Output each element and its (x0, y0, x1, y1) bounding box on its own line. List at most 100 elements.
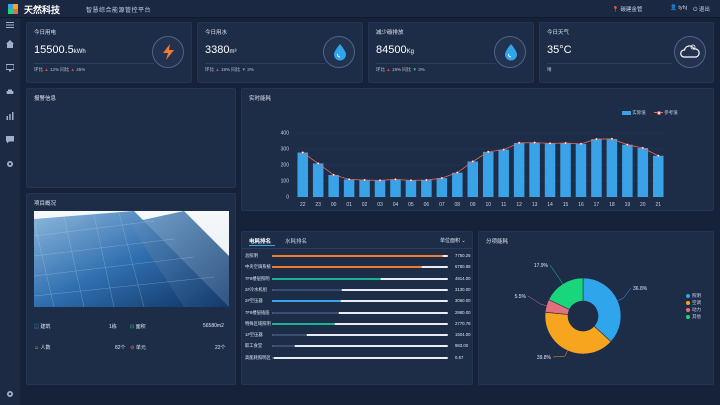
reference-point[interactable] (641, 146, 645, 150)
bar[interactable] (436, 178, 448, 197)
reference-point[interactable] (533, 141, 536, 144)
bar[interactable] (637, 148, 649, 197)
x-tick-label: 06 (424, 202, 430, 208)
reference-point[interactable] (564, 141, 567, 145)
chart-icon[interactable] (6, 112, 14, 120)
monitor-icon[interactable] (6, 64, 14, 72)
bar[interactable] (544, 143, 556, 197)
reference-point[interactable] (456, 171, 459, 174)
bar[interactable] (467, 161, 479, 197)
logout-button[interactable]: ⏻ 退出 (693, 5, 710, 14)
reference-point[interactable] (502, 148, 505, 151)
menu-toggle-icon[interactable] (6, 21, 14, 29)
reference-point[interactable] (610, 137, 614, 141)
y-tick-label: 400 (281, 131, 290, 137)
logout-icon: ⏻ (693, 7, 698, 13)
car-icon[interactable] (6, 88, 14, 96)
legend-label: 空调 (692, 300, 701, 305)
settings-icon[interactable] (6, 160, 14, 168)
bar[interactable] (452, 172, 463, 197)
stat-title: 今日用电 (34, 30, 57, 36)
bar[interactable] (482, 151, 494, 197)
bar[interactable] (374, 180, 386, 197)
location-selector[interactable]: 📍 碳建金管 (612, 5, 642, 13)
rank-bar-track (272, 311, 448, 314)
bar[interactable] (405, 180, 417, 197)
rank-bar-track (272, 334, 448, 337)
reference-point[interactable] (347, 178, 351, 181)
x-tick-label: 18 (609, 202, 615, 208)
reference-point[interactable] (595, 137, 598, 141)
rank-bar-fill (272, 311, 339, 314)
reference-point[interactable] (363, 178, 366, 182)
rank-bar-fill (272, 334, 308, 337)
tab-electricity-ranking[interactable]: 电耗排名 (249, 239, 272, 245)
category-title: 分项能耗 (486, 239, 509, 245)
bar[interactable] (513, 142, 525, 197)
reference-point[interactable] (409, 179, 413, 182)
rank-bar-fill (272, 255, 443, 257)
rank-bar-track (272, 255, 448, 257)
pie-legend-item[interactable]: 其他 (686, 314, 701, 320)
rank-bar-fill (272, 322, 336, 325)
bar[interactable] (591, 139, 602, 197)
reference-point[interactable] (394, 178, 397, 181)
reference-point[interactable] (332, 173, 335, 177)
pie-legend-item[interactable]: 空调 (686, 300, 701, 306)
pie-slice[interactable] (548, 277, 584, 310)
reference-point[interactable] (378, 179, 382, 182)
weather-desc: 晴 (547, 67, 552, 72)
pie-label: 5.5% (515, 294, 527, 300)
tab-water-ranking[interactable]: 水耗排名 (285, 239, 308, 245)
rank-bar-track (272, 266, 448, 269)
gear-icon[interactable] (6, 390, 14, 398)
bar[interactable] (575, 143, 587, 197)
bar[interactable] (498, 149, 509, 197)
unit-dropdown[interactable]: 单位面积 ⌄ (440, 237, 466, 244)
reference-point[interactable] (657, 154, 660, 157)
legend-label: 动力 (692, 307, 701, 312)
bar[interactable] (529, 142, 540, 197)
legend-ref[interactable]: 参考值 (654, 110, 678, 116)
bar[interactable] (606, 138, 618, 197)
legend-actual[interactable]: 实际值 (622, 110, 646, 116)
reference-point[interactable] (471, 160, 474, 163)
bar[interactable] (359, 180, 370, 197)
lightning-icon (163, 44, 174, 60)
bar[interactable] (343, 179, 355, 197)
pie-slice[interactable] (544, 311, 612, 355)
bar[interactable] (390, 179, 401, 197)
reference-point[interactable] (440, 176, 444, 180)
reference-point[interactable] (487, 150, 490, 154)
reference-point[interactable] (548, 142, 552, 145)
x-tick-label: 11 (501, 202, 506, 208)
bar[interactable] (328, 174, 339, 197)
pie-legend-item[interactable]: 动力 (686, 307, 701, 313)
x-tick-label: 12 (516, 202, 522, 208)
legend-ref-swatch (654, 110, 663, 115)
user-menu[interactable]: 👤 tyhj (670, 5, 687, 11)
bar[interactable] (421, 180, 432, 197)
reference-point[interactable] (517, 141, 521, 145)
pie-legend-item[interactable]: 照明 (686, 293, 701, 299)
alarm-title: 报警信息 (34, 96, 57, 102)
rank-label: 2#空压器 (245, 298, 263, 304)
bar[interactable] (622, 144, 633, 197)
pie-label-line (527, 295, 547, 306)
pie-slice[interactable] (582, 277, 622, 343)
reference-point[interactable] (626, 143, 629, 146)
bar[interactable] (560, 143, 571, 197)
stat-compare: 环比 ▲ 19% 同比 ▼ 3% (376, 67, 425, 72)
reference-point[interactable] (301, 151, 304, 154)
reference-point[interactable] (579, 142, 583, 146)
home-icon[interactable] (6, 40, 14, 48)
unit-dropdown-label: 单位面积 (440, 238, 461, 244)
message-icon[interactable] (6, 136, 14, 144)
bar[interactable] (653, 155, 664, 197)
reference-point[interactable] (425, 178, 428, 182)
reference-point[interactable] (316, 162, 320, 165)
x-tick-label: 10 (485, 202, 491, 208)
pie-label: 36.8% (633, 286, 648, 292)
bar[interactable] (297, 152, 308, 197)
bar[interactable] (312, 163, 324, 197)
